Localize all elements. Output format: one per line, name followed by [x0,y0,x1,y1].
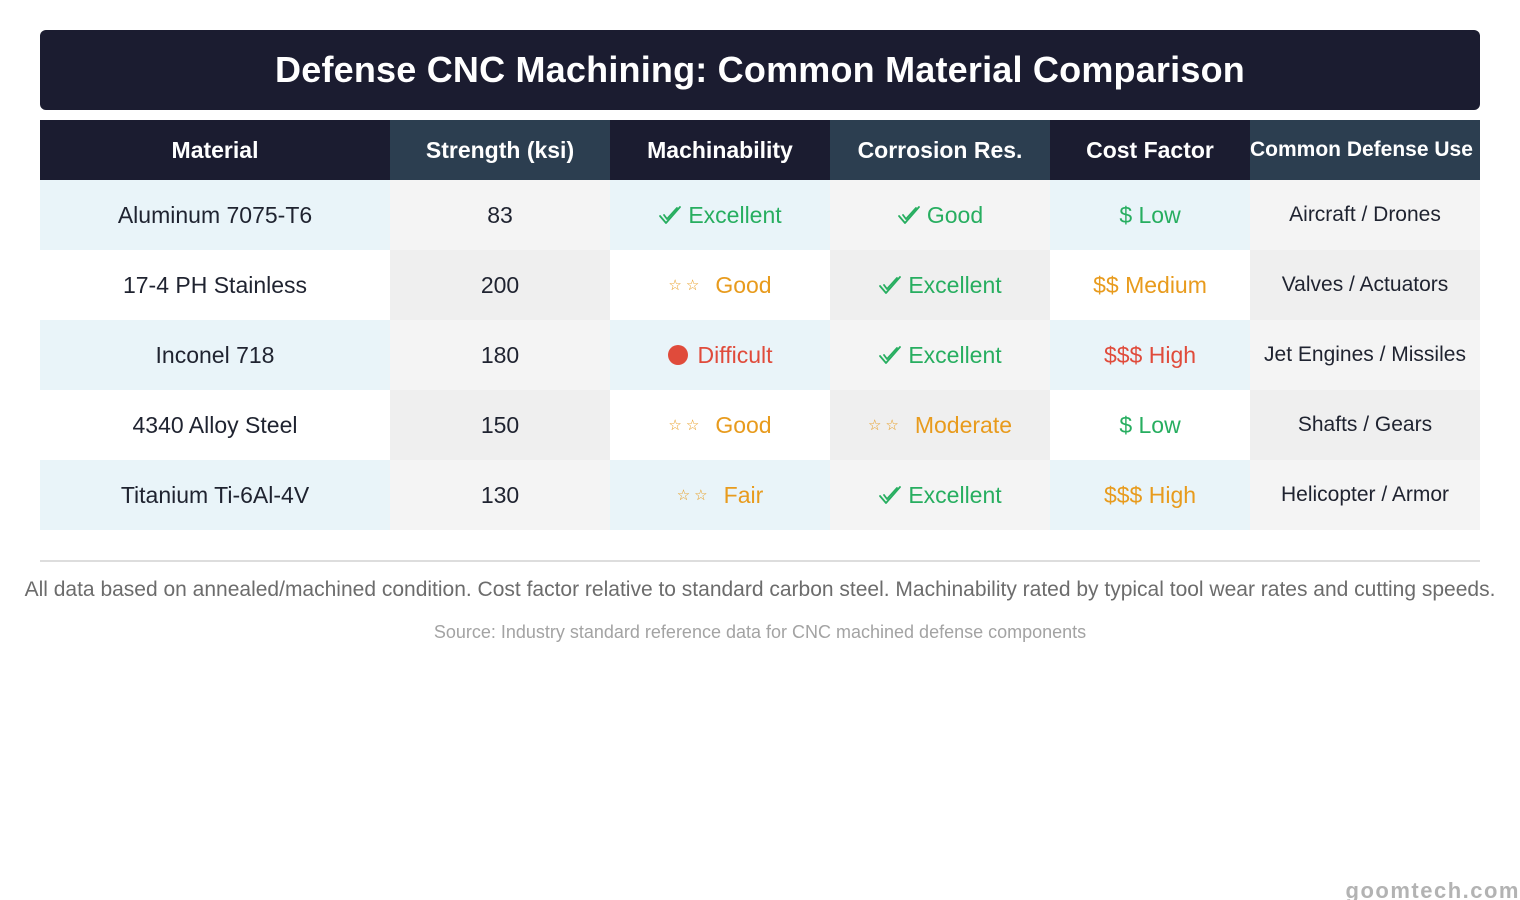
table-header-row: Material Strength (ksi) Machinability Co… [40,120,1480,180]
strength-cell: 83 [390,180,610,250]
defense-use-cell: Helicopter / Armor [1250,460,1480,530]
check-icon [897,204,921,226]
machinability-cell-rating: ☆☆ Good [668,272,771,299]
machinability-cell: ☆☆ Good [610,390,830,460]
header-strength: Strength (ksi) [390,120,610,180]
corrosion-cell-text: Excellent [908,341,1002,368]
check-icon [878,274,902,296]
corrosion-cell-text: Good [926,201,984,228]
source-note: Source: Industry standard reference data… [433,622,1087,642]
material-cell: 4340 Alloy Steel [40,390,390,460]
stars-icon: ☆☆ [668,417,704,434]
table-row: 4340 Alloy Steel 150 ☆☆ Good ☆☆ Moderate $ Low… [40,390,1480,460]
stars-icon: ☆☆ [867,417,903,434]
table-row: Aluminum 7075-T6 83 Excellent Good $ Low Airc… [40,180,1480,250]
machinability-cell: ☆☆ Fair [610,460,830,530]
table-row: Inconel 718 180 Difficult Excellent $$$ High… [40,320,1480,390]
corrosion-cell-text: Excellent [908,271,1002,298]
defense-use-cell: Valves / Actuators [1250,250,1480,320]
corrosion-cell: ☆☆ Moderate [830,390,1050,460]
machinability-cell-text: Good [715,271,772,298]
title-banner: Defense CNC Machining: Common Material C… [40,30,1480,110]
material-cell: Titanium Ti-6Al-4V [40,460,390,530]
corrosion-cell: Excellent [830,250,1050,320]
machinability-cell-rating: Difficult [667,341,773,369]
corrosion-cell-rating: ☆☆ Moderate [868,412,1012,439]
corrosion-cell-rating: Excellent [878,341,1002,369]
header-use: Common Defense Use [1250,120,1480,180]
footnote: All data based on annealed/machined cond… [24,578,1496,601]
red-dot-icon [667,345,688,365]
material-cell: Inconel 718 [40,320,390,390]
machinability-cell-rating: Excellent [658,201,782,229]
machinability-cell-text: Good [715,411,772,438]
header-corrosion: Corrosion Res. [830,120,1050,180]
stars-icon: ☆☆ [676,487,712,504]
stars-icon: ☆☆ [668,277,704,294]
machinability-cell-rating: ☆☆ Fair [677,482,764,509]
table-row: 17-4 PH Stainless 200 ☆☆ Good Excellent $$ Me… [40,250,1480,320]
machinability-cell-rating: ☆☆ Good [668,412,771,439]
header-machinability: Machinability [610,120,830,180]
divider [40,560,1480,562]
material-cell: Aluminum 7075-T6 [40,180,390,250]
corrosion-cell: Good [830,180,1050,250]
table-body: Aluminum 7075-T6 83 Excellent Good $ Low Airc… [40,180,1480,530]
comparison-table: Material Strength (ksi) Machinability Co… [40,120,1480,530]
strength-cell: 180 [390,320,610,390]
check-icon [878,344,902,366]
header-cost: Cost Factor [1050,120,1250,180]
corrosion-cell-rating: Excellent [878,481,1002,509]
corrosion-cell-text: Moderate [914,411,1013,438]
cost-cell: $$$ High [1050,320,1250,390]
strength-cell: 200 [390,250,610,320]
strength-cell: 150 [390,390,610,460]
cost-cell: $ Low [1050,390,1250,460]
cost-cell: $ Low [1050,180,1250,250]
machinability-cell-text: Difficult [697,341,773,368]
machinability-cell-text: Fair [723,481,764,508]
check-icon [878,484,902,506]
defense-use-cell: Jet Engines / Missiles [1250,320,1480,390]
corrosion-cell: Excellent [830,320,1050,390]
machinability-cell: Difficult [610,320,830,390]
page-title: Defense CNC Machining: Common Material C… [275,49,1245,90]
corrosion-cell: Excellent [830,460,1050,530]
defense-use-cell: Aircraft / Drones [1250,180,1480,250]
check-icon [658,204,682,226]
corrosion-cell-text: Excellent [908,481,1002,508]
strength-cell: 130 [390,460,610,530]
machinability-cell: ☆☆ Good [610,250,830,320]
material-cell: 17-4 PH Stainless [40,250,390,320]
machinability-cell-text: Excellent [688,201,782,228]
cost-cell: $$$ High [1050,460,1250,530]
watermark-logo: goomtech.com [1345,878,1520,900]
corrosion-cell-rating: Excellent [878,271,1002,299]
header-material: Material [40,120,390,180]
cost-cell: $$ Medium [1050,250,1250,320]
machinability-cell: Excellent [610,180,830,250]
defense-use-cell: Shafts / Gears [1250,390,1480,460]
table-row: Titanium Ti-6Al-4V 130 ☆☆ Fair Excellent $$$ … [40,460,1480,530]
corrosion-cell-rating: Good [897,202,983,229]
